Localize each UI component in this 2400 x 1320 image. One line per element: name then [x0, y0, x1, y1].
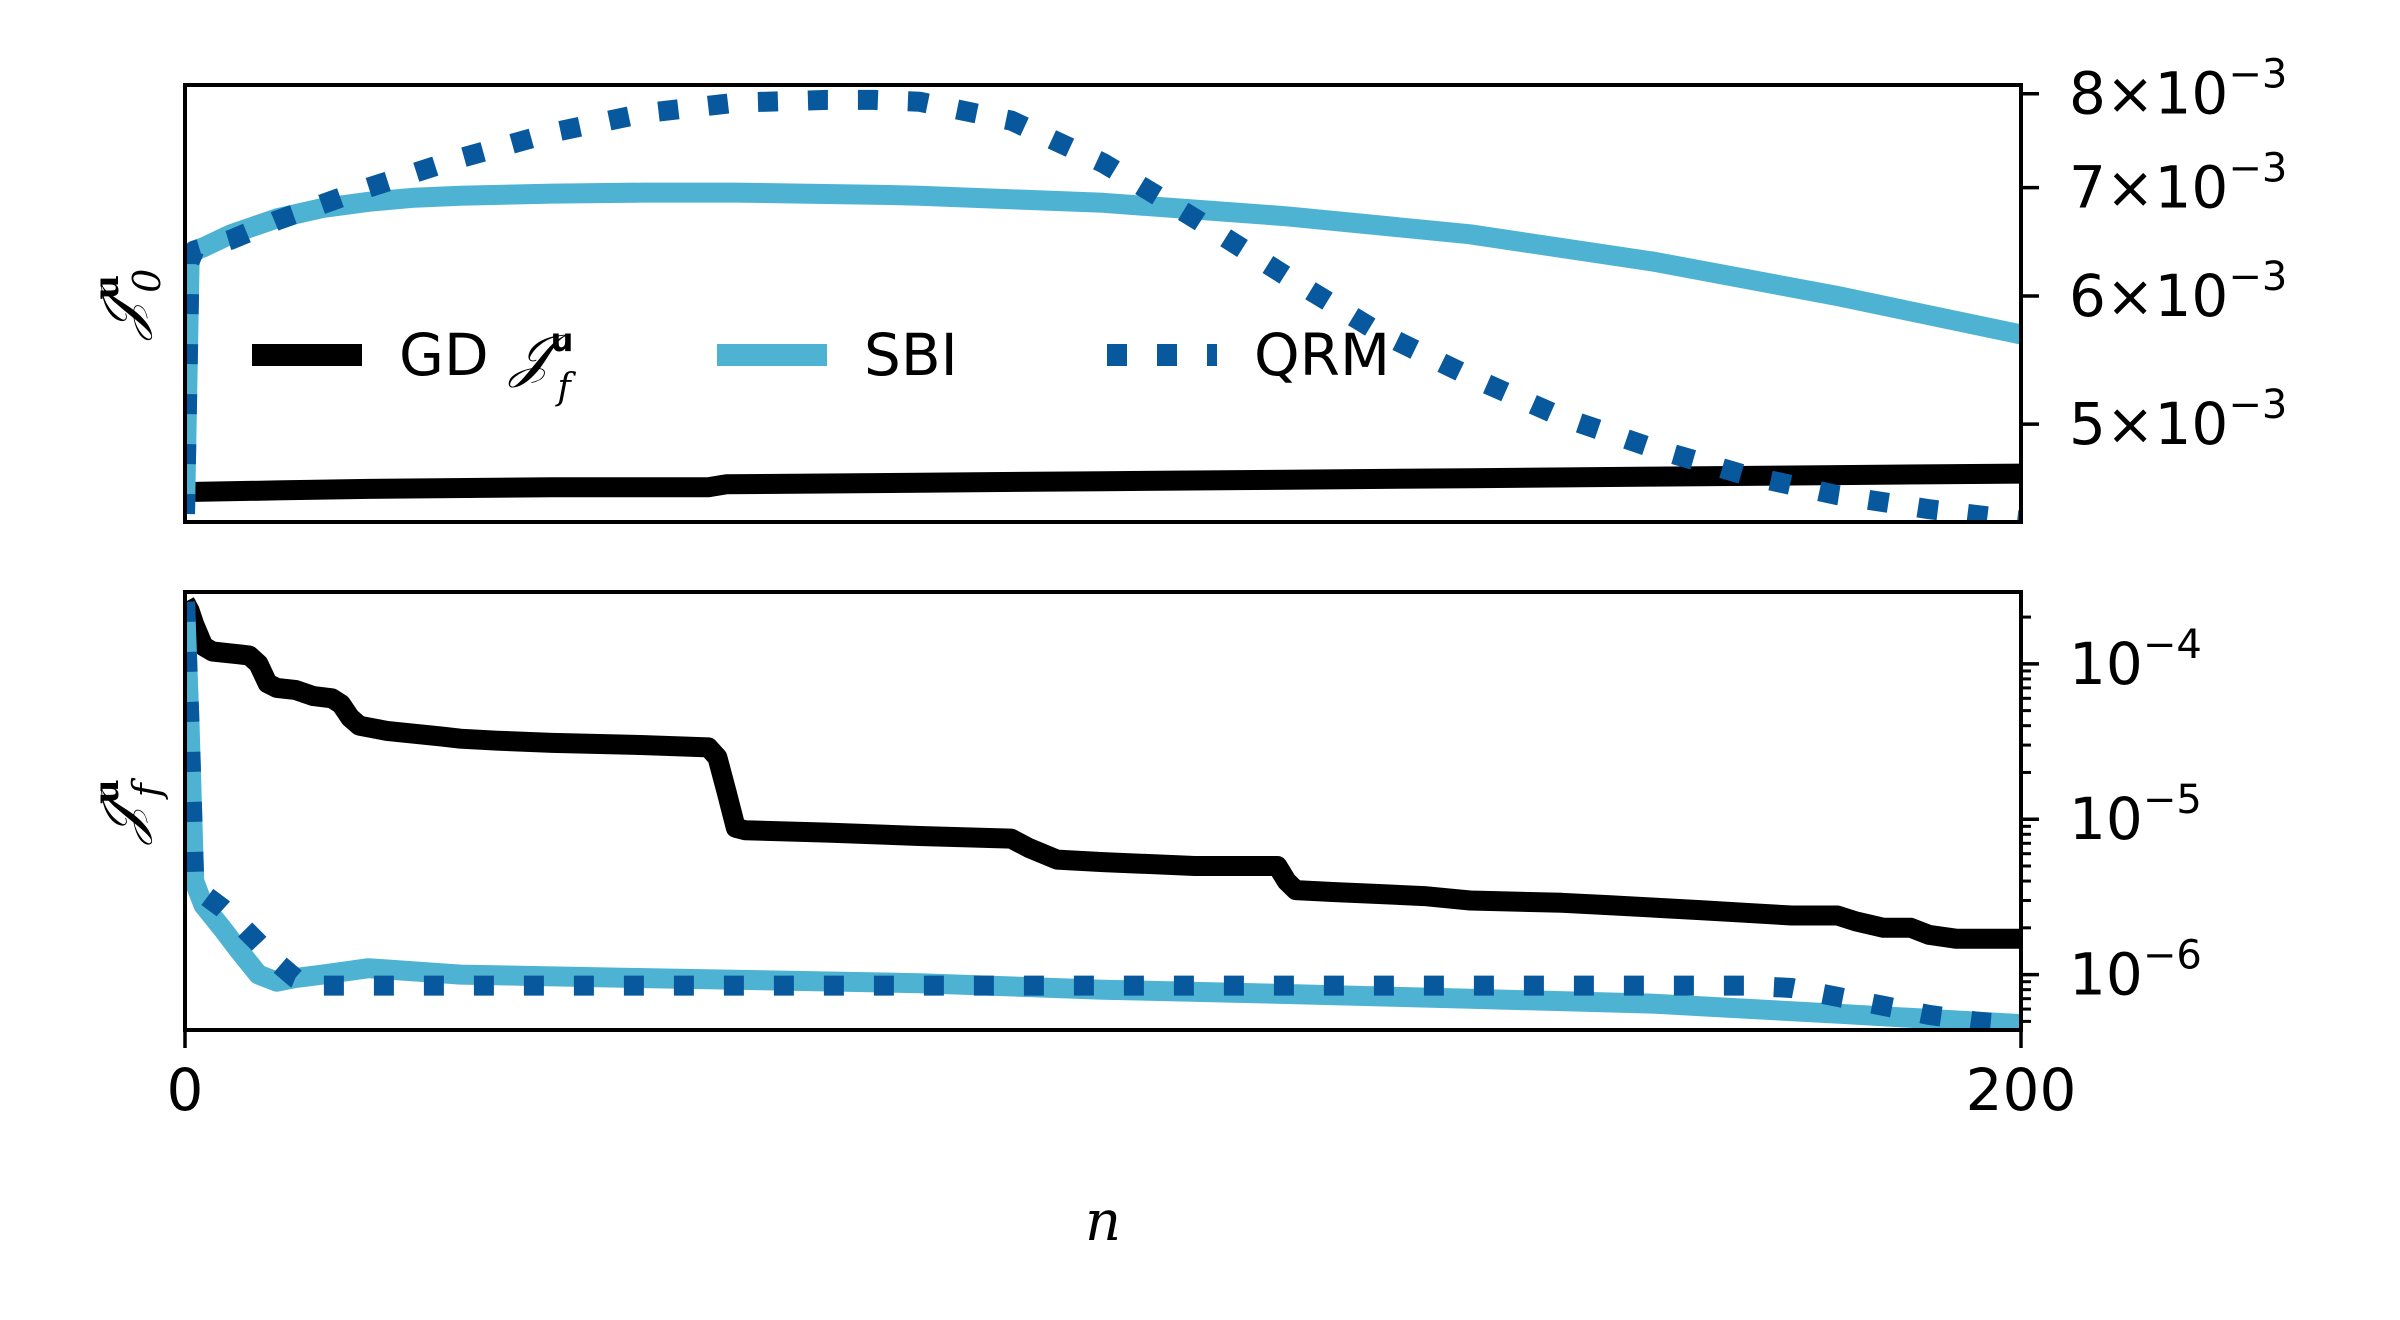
- top-axes-frame: [183, 83, 2023, 524]
- bottom-ytick-label: 10−6: [2069, 933, 2202, 1009]
- top-ylabel-sup: u: [87, 275, 127, 300]
- top-ytick-exponent: −3: [2228, 146, 2287, 192]
- legend-label-text: QRM: [1254, 321, 1390, 389]
- bottom-ytick-label: 10−4: [2069, 622, 2202, 698]
- top-ytick-mantissa: 7: [2069, 154, 2106, 222]
- bottom-ytick-label: 10−5: [2069, 777, 2202, 853]
- top-ytick-mantissa: 8: [2069, 60, 2106, 128]
- top-ytick-label: 8×10−3: [2069, 52, 2287, 128]
- bottom-series-gd: [185, 597, 2021, 949]
- bottom-ytick-exponent: −4: [2143, 622, 2202, 668]
- bottom-ytick-mantissa: 10: [2069, 785, 2143, 853]
- x-axis-label: n: [1085, 1189, 1121, 1254]
- top-ytick-exponent: −3: [2228, 382, 2287, 428]
- top-ytick-label: 6×10−3: [2069, 254, 2287, 330]
- top-ytick-label: 5×10−3: [2069, 382, 2287, 458]
- top-ytick-times: ×: [2106, 390, 2155, 458]
- top-series-qrm: [185, 89, 2021, 522]
- bottom-ylabel: 𝒥uf: [87, 777, 169, 845]
- legend-label-text: SBI: [864, 321, 958, 389]
- top-series-sbi: [185, 182, 2021, 515]
- top-ytick-exponent: −3: [2228, 52, 2287, 98]
- top-ytick-times: ×: [2106, 154, 2155, 222]
- xtick-label: 200: [1966, 1056, 2077, 1124]
- top-ytick-base: 10: [2155, 60, 2229, 128]
- legend-label-gd: GD 𝒥u f: [399, 321, 576, 408]
- legend-math-sub: f: [554, 367, 576, 408]
- top-ytick-base: 10: [2155, 390, 2229, 458]
- bottom-ytick-mantissa: 10: [2069, 941, 2143, 1009]
- bottom-ytick-exponent: −5: [2143, 777, 2202, 823]
- top-ytick-times: ×: [2106, 262, 2155, 330]
- top-plot-area: [185, 89, 2021, 522]
- bottom-ytick-exponent: −6: [2143, 933, 2202, 979]
- legend-label-qrm: QRM: [1254, 321, 1390, 389]
- bottom-ylabel-sub: f: [125, 777, 169, 800]
- xtick-label: 0: [167, 1056, 204, 1124]
- top-ytick-exponent: −3: [2228, 254, 2287, 300]
- top-ytick-label: 7×10−3: [2069, 146, 2287, 222]
- top-ytick-times: ×: [2106, 60, 2155, 128]
- bottom-series-qrm: [185, 601, 2021, 1030]
- bottom-ytick-mantissa: 10: [2069, 630, 2143, 698]
- top-ylabel: 𝒥u0: [87, 269, 169, 342]
- legend: GD 𝒥u f SBI QRM: [252, 321, 1390, 408]
- top-ytick-mantissa: 5: [2069, 390, 2106, 458]
- bottom-series-sbi: [185, 601, 2021, 1030]
- top-ytick-base: 10: [2155, 262, 2229, 330]
- legend-label-sbi: SBI: [864, 321, 958, 389]
- bottom-axes-frame: [183, 590, 2023, 1032]
- top-ylabel-sub: 0: [125, 269, 169, 293]
- top-ytick-mantissa: 6: [2069, 262, 2106, 330]
- bottom-ylabel-sup: u: [87, 779, 127, 804]
- top-series-gd: [185, 463, 2021, 502]
- top-ytick-base: 10: [2155, 154, 2229, 222]
- bottom-plot-area: [185, 597, 2021, 1030]
- legend-math-sup: u: [551, 321, 574, 359]
- legend-label-text: GD: [399, 321, 489, 389]
